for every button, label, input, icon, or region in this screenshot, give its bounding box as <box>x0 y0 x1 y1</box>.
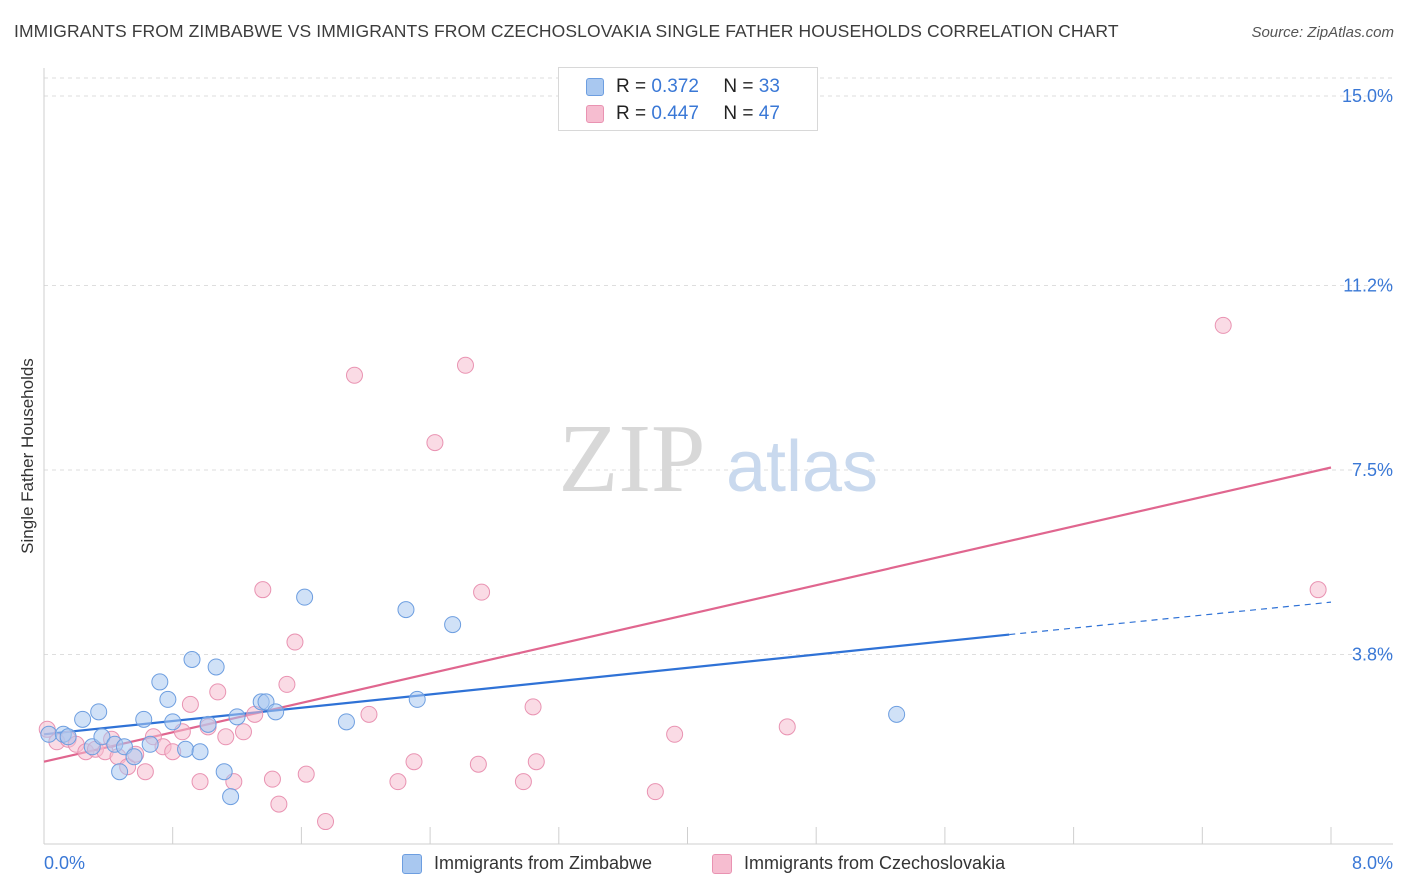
series-swatch-blue <box>402 853 422 874</box>
point-czechoslovakia <box>286 633 304 651</box>
axes <box>43 68 1393 845</box>
point-zimbabwe <box>228 708 246 726</box>
point-czechoslovakia <box>317 813 335 831</box>
legend-r-value: 0.372 <box>651 76 699 97</box>
point-zimbabwe <box>397 601 415 619</box>
point-zimbabwe <box>135 710 153 728</box>
series-swatch-pink <box>712 853 732 874</box>
point-zimbabwe <box>207 658 225 676</box>
point-zimbabwe <box>59 728 77 746</box>
point-zimbabwe <box>111 763 129 781</box>
point-czechoslovakia <box>191 773 209 791</box>
data-points <box>38 316 1327 831</box>
point-czechoslovakia <box>1214 316 1232 334</box>
point-zimbabwe <box>267 703 285 721</box>
point-zimbabwe <box>93 728 111 746</box>
series-legend-zimbabwe[interactable]: Immigrants from Zimbabwe <box>402 853 652 874</box>
point-czechoslovakia <box>426 434 444 452</box>
y-tick-label: 11.2% <box>1343 275 1393 295</box>
point-zimbabwe <box>90 703 108 721</box>
legend-r-label: R = <box>616 76 647 97</box>
legend-n-value: 47 <box>758 103 780 124</box>
point-zimbabwe <box>183 650 201 668</box>
point-czechoslovakia <box>524 698 542 716</box>
point-zimbabwe <box>337 713 355 731</box>
legend-row-czech: R = 0.447 N = 47 <box>586 102 780 126</box>
point-zimbabwe <box>125 748 143 766</box>
point-czechoslovakia <box>209 683 227 701</box>
legend-swatch-blue <box>586 78 604 96</box>
y-tick-label: 7.5% <box>1352 460 1393 480</box>
stats-legend: R = 0.372 N = 33 R = 0.447 N = 47 <box>558 67 818 131</box>
point-zimbabwe <box>40 725 58 743</box>
legend-n-value: 33 <box>758 76 780 97</box>
point-zimbabwe <box>296 588 314 606</box>
watermark: ZIP atlas <box>559 405 879 513</box>
trend-line-zimbabwe-extension <box>1009 601 1332 636</box>
legend-n-label: N = <box>723 103 754 124</box>
point-czechoslovakia <box>254 581 272 599</box>
legend-row-zimbabwe: R = 0.372 N = 33 <box>586 75 780 99</box>
y-tick-labels: 3.8% 7.5% 11.2% 15.0% <box>1342 86 1393 665</box>
point-zimbabwe <box>191 743 209 761</box>
point-czechoslovakia <box>278 675 296 693</box>
point-zimbabwe <box>222 788 240 806</box>
point-czechoslovakia <box>263 770 281 788</box>
watermark-zip: ZIP <box>559 405 706 513</box>
point-czechoslovakia <box>234 723 252 741</box>
point-zimbabwe <box>141 735 159 753</box>
legend-r-value: 0.447 <box>651 103 699 124</box>
point-czechoslovakia <box>389 773 407 791</box>
point-zimbabwe <box>164 713 182 731</box>
series-legend-label: Immigrants from Zimbabwe <box>434 853 653 873</box>
x-tick-labels: 0.0% 8.0% <box>44 853 1393 873</box>
point-zimbabwe <box>408 690 426 708</box>
x-tick-label-min: 0.0% <box>44 853 85 873</box>
point-czechoslovakia <box>469 755 487 773</box>
legend-swatch-pink <box>586 105 604 123</box>
point-czechoslovakia <box>217 728 235 746</box>
point-zimbabwe <box>215 763 233 781</box>
point-czechoslovakia <box>1309 581 1327 599</box>
watermark-atlas: atlas <box>726 427 878 507</box>
point-zimbabwe <box>151 673 169 691</box>
point-czechoslovakia <box>297 765 315 783</box>
point-czechoslovakia <box>527 753 545 771</box>
point-zimbabwe <box>199 715 217 733</box>
legend-r-label: R = <box>616 103 647 124</box>
point-czechoslovakia <box>405 753 423 771</box>
point-czechoslovakia <box>646 783 664 801</box>
point-czechoslovakia <box>514 773 532 791</box>
series-legend-label: Immigrants from Czechoslovakia <box>744 853 1006 873</box>
point-czechoslovakia <box>473 583 491 601</box>
y-tick-label: 15.0% <box>1342 86 1393 106</box>
gridlines <box>44 77 1393 656</box>
y-tick-label: 3.8% <box>1352 645 1393 665</box>
point-zimbabwe <box>444 616 462 634</box>
chart-title: IMMIGRANTS FROM ZIMBABWE VS IMMIGRANTS F… <box>14 21 1119 41</box>
point-zimbabwe <box>159 690 177 708</box>
point-czechoslovakia <box>360 705 378 723</box>
point-czechoslovakia <box>181 695 199 713</box>
point-czechoslovakia <box>778 718 796 736</box>
point-czechoslovakia <box>136 763 154 781</box>
trend-line-zimbabwe <box>43 633 1010 736</box>
legend-n-label: N = <box>723 76 754 97</box>
x-tick-label-max: 8.0% <box>1352 853 1393 873</box>
series-legend-czech[interactable]: Immigrants from Czechoslovakia <box>712 853 1005 874</box>
point-czechoslovakia <box>456 356 474 374</box>
point-zimbabwe <box>888 705 906 723</box>
point-zimbabwe <box>177 740 195 758</box>
point-czechoslovakia <box>666 725 684 743</box>
point-zimbabwe <box>74 710 92 728</box>
point-czechoslovakia <box>345 366 363 384</box>
point-czechoslovakia <box>270 795 288 813</box>
source-credit: Source: ZipAtlas.com <box>1251 24 1394 41</box>
